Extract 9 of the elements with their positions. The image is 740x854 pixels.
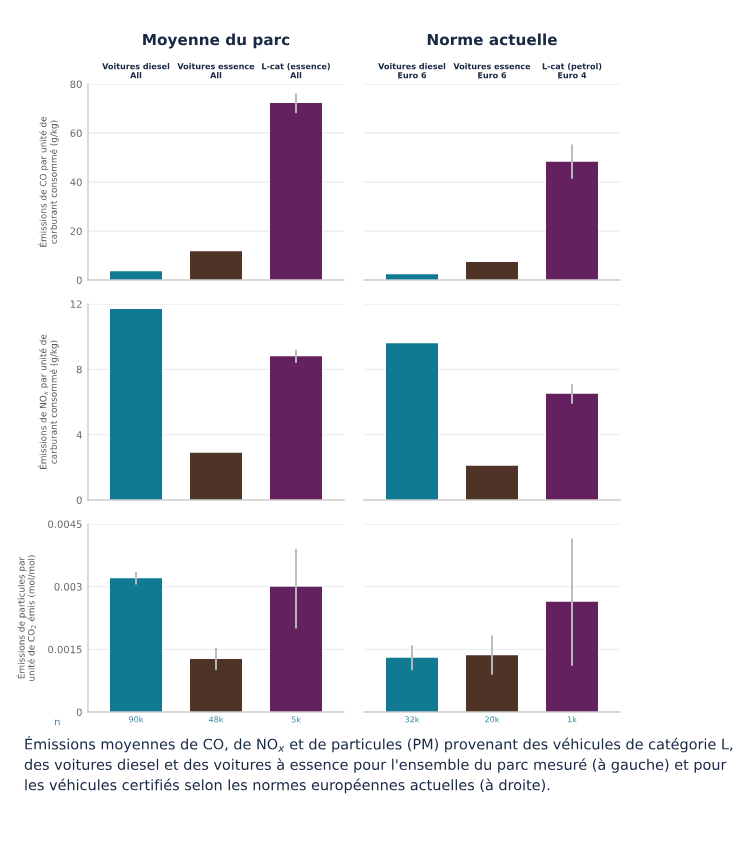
bar xyxy=(190,658,242,712)
bar xyxy=(270,356,322,500)
bar xyxy=(190,251,242,280)
bar xyxy=(270,586,322,712)
bar xyxy=(110,578,162,712)
bar xyxy=(110,308,162,500)
bar xyxy=(110,271,162,280)
bar xyxy=(270,103,322,280)
bar xyxy=(190,452,242,500)
